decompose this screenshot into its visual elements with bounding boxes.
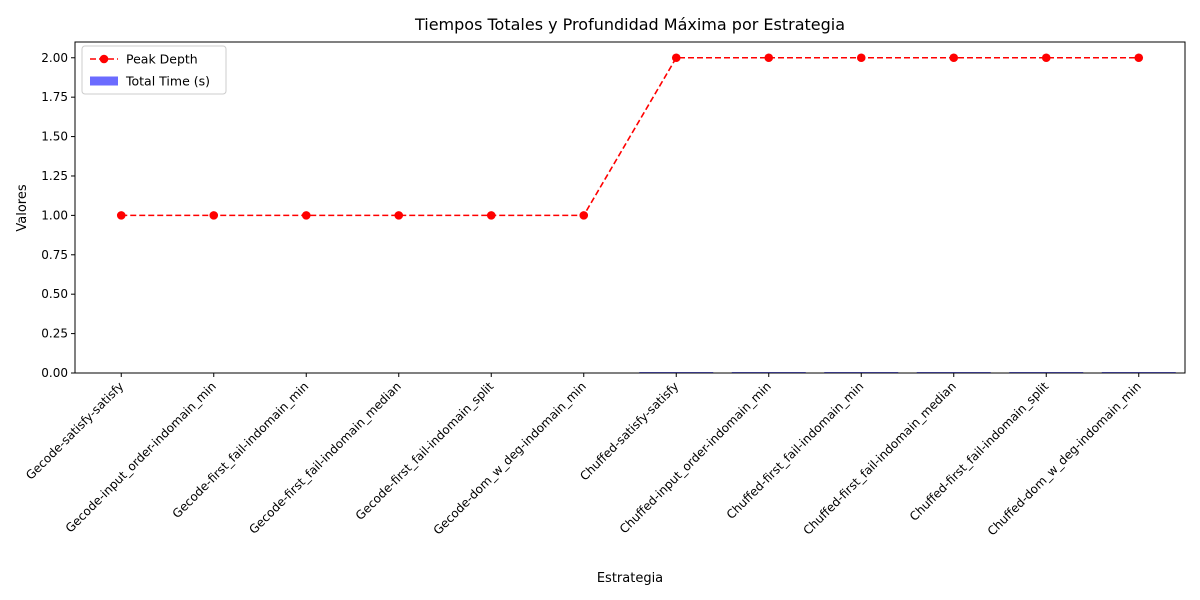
y-tick-label: 1.25 [41, 169, 68, 183]
line-point-8 [856, 53, 866, 63]
line-point-11 [1134, 53, 1144, 63]
line-point-2 [301, 211, 311, 220]
legend: Peak Depth Total Time (s) [81, 45, 227, 95]
y-tick-label: 0.25 [41, 327, 68, 341]
x-tick-label: Chuffed-satisfy-satisfy [577, 379, 681, 483]
x-tick-label: Chuffed-input_order-indomain_min [617, 379, 774, 536]
legend-bar-swatch [90, 76, 118, 86]
axes-layer: 0.00 0.25 0.50 0.75 1.00 1.25 1.50 1.75 2.00 Geco… [23, 41, 1186, 538]
legend-label-total-time: Total Time (s) [125, 74, 210, 89]
line-point-3 [394, 211, 404, 220]
y-tick-label: 2.00 [41, 51, 68, 65]
x-tick-label: Gecode-first_fail-indomain_median [246, 379, 404, 537]
line-point-10 [1041, 53, 1051, 63]
line-point-4 [486, 211, 496, 220]
x-tick-label: Chuffed-dom_w_deg-indomain_min [985, 379, 1144, 538]
y-tick-label: 1.75 [41, 90, 68, 104]
y-tick-label: 0.50 [41, 287, 68, 301]
line-point-6 [671, 53, 681, 63]
y-tick-label: 1.00 [41, 208, 68, 222]
x-tick-label: Gecode-satisfy-satisfy [23, 379, 126, 482]
y-axis-label: Valores [15, 184, 30, 231]
y-tick-label: 0.75 [41, 248, 68, 262]
y-tick-label: 0.00 [41, 366, 68, 380]
plot-frame [74, 41, 1186, 374]
y-tick-label: 1.50 [41, 130, 68, 144]
x-tick-label: Gecode-input_order-indomain_min [63, 379, 219, 535]
x-tick-label: Chuffed-first_fail-indomain_median [800, 379, 958, 537]
line-point-5 [579, 211, 589, 220]
line-point-7 [764, 53, 774, 63]
chart-title: Tiempos Totales y Profundidad Máxima por… [414, 15, 845, 34]
legend-label-peak-depth: Peak Depth [126, 52, 198, 67]
legend-marker-swatch [99, 54, 109, 64]
x-axis-label: Estrategia [597, 571, 663, 586]
line-layer [116, 53, 1144, 220]
x-tick-label: Gecode-dom_w_deg-indomain_min [431, 379, 589, 537]
line-point-1 [209, 211, 219, 220]
line-point-0 [116, 211, 126, 220]
line-point-9 [949, 53, 959, 63]
series-line-peak-depth [121, 56, 1139, 217]
